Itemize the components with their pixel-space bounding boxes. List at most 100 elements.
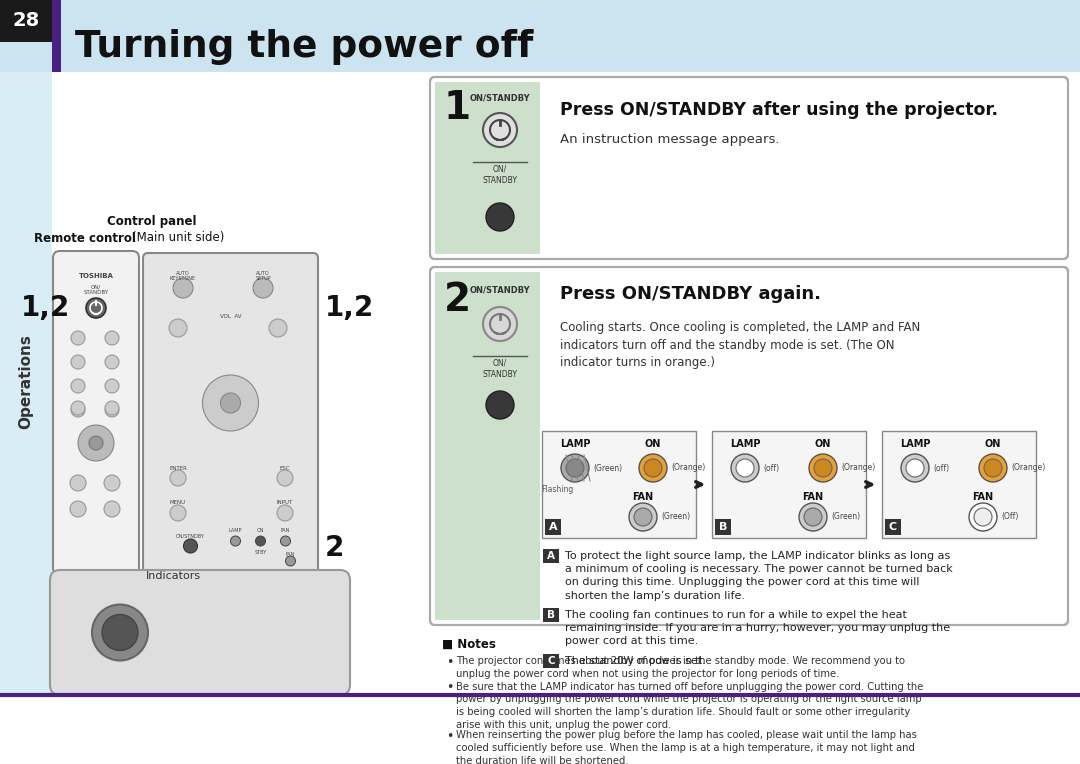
Text: •: • bbox=[446, 656, 454, 669]
Circle shape bbox=[486, 203, 514, 231]
Circle shape bbox=[901, 454, 929, 482]
Text: (Orange): (Orange) bbox=[671, 464, 705, 472]
Circle shape bbox=[561, 454, 589, 482]
Bar bbox=[543, 549, 559, 563]
Circle shape bbox=[105, 403, 119, 417]
Text: C: C bbox=[889, 522, 897, 532]
Text: LAMP: LAMP bbox=[900, 439, 930, 449]
Text: The standby mode is set.: The standby mode is set. bbox=[565, 656, 705, 665]
Text: ON/
STANDBY: ON/ STANDBY bbox=[83, 285, 109, 296]
Text: B: B bbox=[719, 522, 727, 532]
FancyBboxPatch shape bbox=[0, 72, 52, 694]
Text: C: C bbox=[548, 656, 555, 665]
Circle shape bbox=[276, 505, 293, 521]
Text: ON: ON bbox=[814, 439, 832, 449]
Text: 1,2: 1,2 bbox=[21, 294, 69, 322]
Text: ON: ON bbox=[985, 439, 1001, 449]
Text: INPUT: INPUT bbox=[276, 500, 293, 506]
Circle shape bbox=[276, 470, 293, 486]
Text: Press ON/STANDBY after using the projector.: Press ON/STANDBY after using the project… bbox=[561, 101, 998, 119]
Text: When reinserting the power plug before the lamp has cooled, please wait until th: When reinserting the power plug before t… bbox=[456, 730, 917, 764]
Circle shape bbox=[483, 307, 517, 341]
Text: ESC: ESC bbox=[280, 465, 291, 471]
Circle shape bbox=[71, 401, 85, 415]
FancyBboxPatch shape bbox=[712, 431, 866, 538]
Text: AUTO
SETUP: AUTO SETUP bbox=[255, 270, 271, 281]
Circle shape bbox=[256, 536, 266, 546]
Circle shape bbox=[486, 391, 514, 419]
Circle shape bbox=[644, 459, 662, 477]
Circle shape bbox=[230, 536, 241, 546]
Circle shape bbox=[102, 614, 138, 650]
Text: ON: ON bbox=[645, 439, 661, 449]
Circle shape bbox=[104, 475, 120, 491]
Circle shape bbox=[731, 454, 759, 482]
Text: Flashing: Flashing bbox=[541, 485, 573, 494]
Text: Turning the power off: Turning the power off bbox=[75, 29, 534, 65]
Text: (Orange): (Orange) bbox=[1011, 464, 1045, 472]
FancyBboxPatch shape bbox=[50, 570, 350, 695]
Bar bbox=[540, 272, 1063, 620]
Circle shape bbox=[89, 436, 103, 450]
Text: The cooling fan continues to run for a while to expel the heat
remaining inside.: The cooling fan continues to run for a w… bbox=[565, 610, 950, 646]
Circle shape bbox=[168, 319, 187, 337]
Circle shape bbox=[978, 454, 1007, 482]
Circle shape bbox=[71, 355, 85, 369]
Text: To protect the light source lamp, the LAMP indicator blinks as long as
a minimum: To protect the light source lamp, the LA… bbox=[565, 551, 953, 601]
Circle shape bbox=[639, 454, 667, 482]
FancyBboxPatch shape bbox=[430, 77, 1068, 259]
Text: FAN: FAN bbox=[286, 552, 295, 556]
Bar bbox=[435, 272, 540, 620]
Text: (Main unit side): (Main unit side) bbox=[132, 231, 225, 244]
Bar bbox=[435, 82, 540, 254]
Bar bbox=[885, 519, 901, 535]
Text: (Green): (Green) bbox=[593, 464, 622, 472]
Text: (Orange): (Orange) bbox=[841, 464, 875, 472]
Text: (off): (off) bbox=[933, 464, 949, 472]
FancyBboxPatch shape bbox=[0, 0, 52, 42]
Circle shape bbox=[70, 475, 86, 491]
Circle shape bbox=[483, 113, 517, 147]
Circle shape bbox=[78, 425, 114, 461]
Circle shape bbox=[974, 508, 993, 526]
FancyBboxPatch shape bbox=[143, 253, 318, 578]
Bar bbox=[545, 519, 561, 535]
Text: (Off): (Off) bbox=[1001, 513, 1018, 522]
Circle shape bbox=[70, 501, 86, 517]
Text: AUTO
KEYSTONE: AUTO KEYSTONE bbox=[170, 270, 197, 281]
Text: FAN: FAN bbox=[802, 492, 824, 502]
Circle shape bbox=[814, 459, 832, 477]
Circle shape bbox=[105, 379, 119, 393]
Text: FAN: FAN bbox=[972, 492, 994, 502]
Text: 1: 1 bbox=[444, 89, 471, 127]
Text: (Green): (Green) bbox=[831, 513, 860, 522]
Circle shape bbox=[281, 536, 291, 546]
Text: 28: 28 bbox=[12, 11, 40, 31]
Text: 2: 2 bbox=[444, 281, 471, 319]
Circle shape bbox=[906, 459, 924, 477]
Circle shape bbox=[104, 501, 120, 517]
Circle shape bbox=[253, 278, 273, 298]
Circle shape bbox=[71, 403, 85, 417]
Circle shape bbox=[269, 319, 287, 337]
Text: ON/
STANDBY: ON/ STANDBY bbox=[483, 165, 517, 185]
Circle shape bbox=[105, 331, 119, 345]
Text: ON/STANDBY: ON/STANDBY bbox=[470, 93, 530, 102]
Text: Cooling starts. Once cooling is completed, the LAMP and FAN
indicators turn off : Cooling starts. Once cooling is complete… bbox=[561, 321, 920, 369]
Text: MENU: MENU bbox=[170, 500, 186, 506]
Bar bbox=[543, 608, 559, 622]
Circle shape bbox=[105, 355, 119, 369]
Text: 2: 2 bbox=[325, 534, 345, 562]
Text: B: B bbox=[546, 610, 555, 620]
Circle shape bbox=[71, 379, 85, 393]
Circle shape bbox=[566, 459, 584, 477]
Circle shape bbox=[105, 401, 119, 415]
Circle shape bbox=[92, 604, 148, 661]
Circle shape bbox=[173, 278, 193, 298]
Circle shape bbox=[735, 459, 754, 477]
Circle shape bbox=[170, 470, 186, 486]
Text: •: • bbox=[446, 730, 454, 743]
Text: (Green): (Green) bbox=[661, 513, 690, 522]
FancyBboxPatch shape bbox=[542, 431, 696, 538]
Text: (off): (off) bbox=[762, 464, 779, 472]
